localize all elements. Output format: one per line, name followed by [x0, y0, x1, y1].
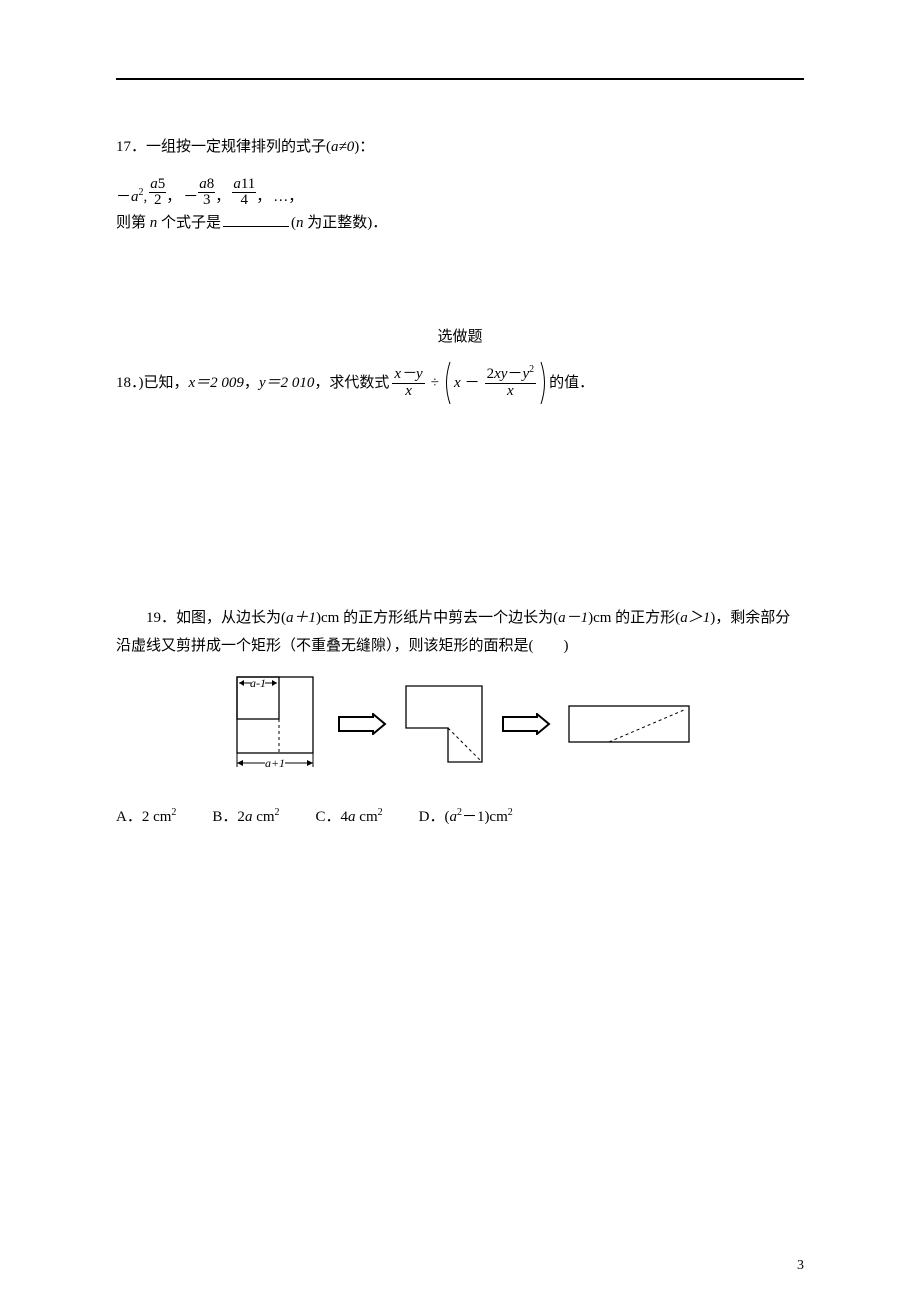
t3-frac: a8 3	[198, 177, 215, 210]
arrow-icon-2	[501, 713, 551, 735]
q17-suffix: )：	[354, 139, 374, 155]
d-mid: －1)cm	[462, 809, 508, 825]
shape1-label-top: a-1	[250, 676, 266, 690]
c-unit: cm	[356, 809, 378, 825]
section-title: 选做题	[116, 325, 804, 349]
q18-frac2: 2xy－y2 x	[485, 367, 537, 400]
t3-num-a: a	[199, 176, 207, 192]
choice-a: A．2 cm2	[116, 805, 176, 829]
q19-shape3	[565, 702, 693, 746]
t2-den: 2	[153, 193, 163, 209]
page-number: 3	[797, 1258, 804, 1274]
q19-choices: A．2 cm2 B．2a cm2 C．4a cm2 D．(a2－1)cm2	[116, 805, 804, 829]
arrow-icon-1	[337, 713, 387, 735]
q17-line3: 则第 n 个式子是(n 为正整数)．	[116, 211, 804, 235]
page: 17．一组按一定规律排列的式子(a≠0)： －a2, a5 2 ， － a8	[0, 0, 920, 1302]
t4-sep: ，	[256, 185, 271, 209]
q18-f2a: 2	[487, 366, 495, 382]
q17-term2: a5 2 ，	[149, 177, 181, 210]
t3-num-txt: 8	[207, 176, 215, 192]
q18-suffix: 的值．	[549, 371, 594, 395]
q19-figure-row: a-1 a+1	[116, 671, 804, 777]
q19-tb: )cm 的正方形纸片中剪去一个边长为(	[316, 610, 558, 626]
b-pre: B．2	[212, 809, 245, 825]
q19-ec: a＞1	[680, 610, 710, 626]
a-exp: 2	[171, 807, 176, 818]
q18-yeq: y＝2 010	[259, 375, 314, 391]
right-paren-icon	[539, 361, 549, 405]
q19: 19．如图，从边长为(a＋1)cm 的正方形纸片中剪去一个边长为(a－1)cm …	[116, 605, 804, 829]
t2-num-txt: 5	[158, 176, 166, 192]
t2-sep: ，	[166, 185, 181, 209]
choice-c: C．4a cm2	[316, 805, 383, 829]
shape1-label-bottom: a+1	[265, 756, 285, 770]
q18-f2c: －	[507, 366, 522, 382]
t2-num-a: a	[150, 176, 158, 192]
q19-ta: 19．如图，从边长为(	[146, 610, 286, 626]
q18-a: 18．)已知，	[116, 375, 189, 391]
q17-l3a: 则第	[116, 215, 150, 231]
b-unit: cm	[252, 809, 274, 825]
q17-l3n2: n	[296, 215, 304, 231]
q18-m2: ，求代数式	[314, 375, 389, 391]
top-rule	[116, 78, 804, 80]
t4-num-a: a	[233, 176, 241, 192]
c-pre: C．4	[316, 809, 349, 825]
t3-sign: －	[183, 185, 198, 209]
t2-frac: a5 2	[149, 177, 166, 210]
q17-terms: －a2, a5 2 ， － a8 3 ，	[116, 165, 804, 209]
q17-term4: a11 4 ，	[232, 177, 271, 210]
q18-prefix: 18．)已知，x＝2 009，y＝2 010，求代数式	[116, 371, 389, 395]
q17-cond: a≠0	[331, 139, 354, 155]
t1-base: a	[131, 189, 139, 205]
t1-sep: ,	[144, 189, 148, 205]
c-exp: 2	[378, 807, 383, 818]
content-area: 17．一组按一定规律排列的式子(a≠0)： －a2, a5 2 ， － a8	[116, 135, 804, 829]
q18-f1num: x－y	[392, 367, 424, 383]
q18-x: x	[454, 371, 461, 395]
q17-term1: －a2,	[116, 185, 149, 209]
t4-frac: a11 4	[232, 177, 256, 210]
q19-shape1: a-1 a+1	[227, 671, 323, 777]
c-a: a	[348, 809, 356, 825]
q17-term3: － a8 3 ，	[183, 177, 230, 210]
q18-div: ÷	[431, 371, 439, 395]
choice-b: B．2a cm2	[212, 805, 279, 829]
left-paren-icon	[442, 361, 452, 405]
q17-l3b: 个式子是	[157, 215, 221, 231]
a-pre: A．2 cm	[116, 809, 171, 825]
q17-l3d: 为正整数)．	[304, 215, 388, 231]
q18-f2num: 2xy－y2	[485, 367, 537, 383]
q17-prefix: 17．一组按一定规律排列的式子(	[116, 139, 331, 155]
d-pre: D．(	[419, 809, 450, 825]
q18-m1: ，	[244, 375, 259, 391]
q17-line1: 17．一组按一定规律排列的式子(a≠0)：	[116, 135, 804, 159]
q18-f2e: 2	[529, 364, 534, 375]
q18-f2den: x	[505, 384, 516, 400]
q19-shape2	[401, 681, 487, 767]
q17-ellipsis: …，	[273, 185, 305, 209]
t4-den: 4	[240, 193, 250, 209]
q19-text: 19．如图，从边长为(a＋1)cm 的正方形纸片中剪去一个边长为(a－1)cm …	[116, 605, 804, 661]
t4-num-txt: 11	[241, 176, 255, 192]
q19-eb: a－1	[558, 610, 588, 626]
q18-f1den: x	[403, 384, 414, 400]
q18-minus: －	[465, 371, 480, 395]
q18-xeq: x＝2 009	[189, 375, 244, 391]
t3-den: 3	[202, 193, 212, 209]
d-a: a	[449, 809, 457, 825]
t3-sep: ，	[215, 185, 230, 209]
d-exp2: 2	[508, 807, 513, 818]
choice-d: D．(a2－1)cm2	[419, 805, 513, 829]
q19-ea: a＋1	[286, 610, 316, 626]
q19-tc: )cm 的正方形(	[588, 610, 680, 626]
q18-row: 18．)已知，x＝2 009，y＝2 010，求代数式 x－y x ÷ x － …	[116, 361, 804, 405]
b-exp: 2	[275, 807, 280, 818]
q17-blank	[223, 212, 289, 227]
q18-frac1: x－y x	[392, 367, 424, 400]
q18-f2b: xy	[494, 366, 507, 382]
t1-sign: －	[116, 189, 131, 205]
